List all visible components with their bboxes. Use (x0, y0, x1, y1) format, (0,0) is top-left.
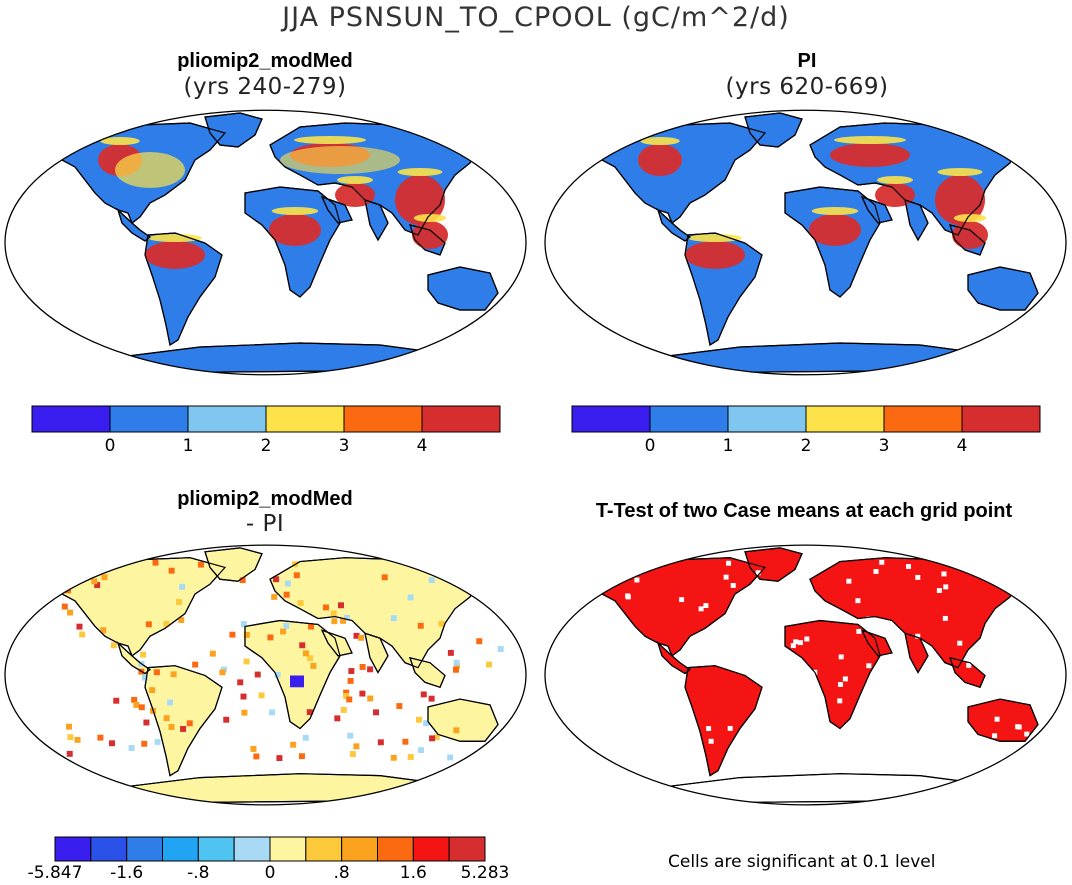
colorbar-swatch (109, 405, 189, 433)
map-boundary (544, 544, 1067, 806)
colorbar-tick-label: 0 (264, 863, 276, 883)
colorbar-tick-label: -1.6 (110, 863, 144, 883)
colorbar-swatch (343, 405, 423, 433)
colorbar-swatch (649, 405, 729, 433)
colorbar-swatch (90, 836, 128, 862)
colorbar-difference (54, 836, 486, 862)
map-boundary (544, 109, 1067, 376)
colorbar-tick-label: -.8 (187, 863, 210, 883)
colorbar-tick-label: 2 (260, 436, 272, 456)
colorbar-tick-label: 4 (956, 436, 968, 456)
colorbar-swatch (421, 405, 501, 433)
colorbar-swatch (305, 836, 343, 862)
colorbar-swatch (269, 836, 307, 862)
map-panel-pliomip2 (4, 109, 527, 376)
colorbar-swatch (187, 405, 267, 433)
colorbar-panel2 (571, 405, 1041, 433)
figure-title: JJA PSNSUN_TO_CPOOL (gC/m^2/d) (282, 2, 790, 33)
colorbar-tick-label: 1 (182, 436, 194, 456)
colorbar-swatch (341, 836, 378, 862)
panel3-subtitle: - PI (245, 511, 285, 537)
continent-northAmerica (599, 557, 767, 657)
panel2-title: PI (797, 50, 817, 72)
colorbar-swatch (197, 836, 235, 862)
panel1-subtitle: (yrs 240-279) (183, 74, 347, 100)
colorbar-swatch (412, 836, 450, 862)
panel1-title: pliomip2_modMed (177, 50, 353, 72)
colorbar-panel1 (31, 405, 501, 433)
map-panel-difference (4, 544, 527, 806)
colorbar-tick-label: 3 (338, 436, 350, 456)
colorbar-swatch (265, 405, 345, 433)
colorbar-swatch (126, 836, 163, 862)
colorbar-tick-label: .8 (333, 863, 350, 883)
colorbar-tick-label: 0 (104, 436, 116, 456)
continent-northAmerica (59, 557, 227, 657)
panel3-title: pliomip2_modMed (177, 488, 353, 510)
map-boundary (4, 109, 527, 376)
colorbar-tick-label: -5.847 (27, 863, 83, 883)
colorbar-swatch (377, 836, 414, 862)
colorbar-swatch (727, 405, 807, 433)
colorbar-tick-label: 4 (416, 436, 428, 456)
colorbar-swatch (31, 405, 111, 433)
map-panel-pi (544, 109, 1067, 376)
colorbar-swatch (54, 836, 92, 862)
colorbar-swatch (448, 836, 486, 862)
continent-northAmerica (599, 122, 767, 224)
colorbar-tick-label: 3 (878, 436, 890, 456)
colorbar-swatch (233, 836, 271, 862)
map-boundary (4, 544, 527, 806)
map-panel-ttest (544, 544, 1067, 806)
colorbar-swatch (961, 405, 1041, 433)
colorbar-swatch (805, 405, 885, 433)
significance-note: Cells are significant at 0.1 level (668, 852, 936, 872)
colorbar-tick-label: 5.283 (460, 863, 510, 883)
colorbar-swatch (162, 836, 199, 862)
panel4-title: T-Test of two Case means at each grid po… (595, 500, 1013, 522)
colorbar-swatch (571, 405, 651, 433)
panel2-subtitle: (yrs 620-669) (725, 74, 889, 100)
colorbar-tick-label: 2 (800, 436, 812, 456)
colorbar-tick-label: 1.6 (399, 863, 427, 883)
colorbar-swatch (883, 405, 963, 433)
colorbar-tick-label: 1 (722, 436, 734, 456)
colorbar-tick-label: 0 (644, 436, 656, 456)
